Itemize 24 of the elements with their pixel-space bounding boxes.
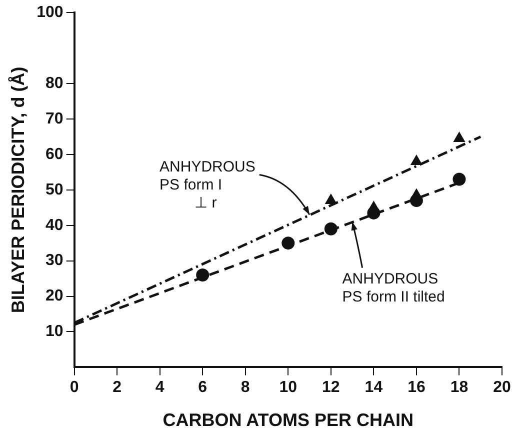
x-tick-label: 20 xyxy=(493,379,511,396)
x-tick-label: 18 xyxy=(450,379,468,396)
x-tick-label: 4 xyxy=(155,379,164,396)
x-tick-label: 10 xyxy=(279,379,298,396)
x-tick-label: 6 xyxy=(198,379,208,396)
y-tick-label: 10 xyxy=(46,323,64,340)
annotation: ANHYDROUS PS form I ⊥ r xyxy=(160,158,256,212)
x-tick-label: 12 xyxy=(322,379,340,396)
y-axis-title: BILAYER PERIODICITY, d (Å) xyxy=(8,66,28,314)
x-tick-label: 2 xyxy=(112,379,122,396)
annotation: ANHYDROUS PS form II tilted xyxy=(342,270,445,306)
y-tick-label: 60 xyxy=(46,146,64,163)
x-axis-title: CARBON ATOMS PER CHAIN xyxy=(162,410,414,430)
x-tick-label: 0 xyxy=(70,379,79,396)
y-tick-label: 40 xyxy=(46,216,64,234)
y-tick-label: 80 xyxy=(46,74,64,92)
y-tick-label: 30 xyxy=(46,252,64,270)
y-tick-label: 50 xyxy=(46,181,64,198)
x-tick-label: 14 xyxy=(364,379,383,396)
y-tick-label: 70 xyxy=(46,110,64,128)
y-tick-label: 20 xyxy=(46,288,64,305)
x-tick-label: 8 xyxy=(240,379,250,396)
x-tick-label: 16 xyxy=(408,379,426,396)
y-tick-label: 100 xyxy=(36,4,64,22)
